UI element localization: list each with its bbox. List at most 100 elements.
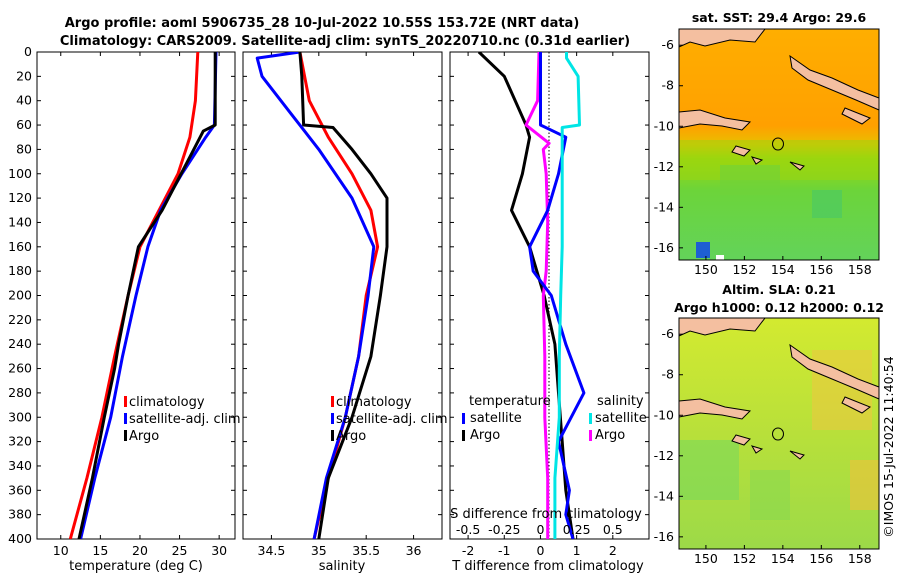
imos-watermark: ©IMOS 15-Jul-2022 11:40:54 xyxy=(881,356,896,537)
s-diff-tick-labels: -0.5 -0.25 0 0.25 0.5 xyxy=(456,522,623,537)
satellite-adj-clim-line xyxy=(79,52,218,539)
y-tick-label: 140 xyxy=(8,214,32,229)
island-land xyxy=(841,107,872,125)
t-argo-satellite-line xyxy=(528,52,586,539)
y-tick-label: 380 xyxy=(8,507,32,522)
x-tick-label: -1 xyxy=(498,543,510,558)
y-tick-label: 180 xyxy=(8,263,32,278)
louisiade-islands xyxy=(731,434,805,460)
t-diff-x-label: T difference from climatology xyxy=(451,559,644,574)
salinity-y-tickmarks xyxy=(243,51,442,540)
map-y-tick-label: -8 xyxy=(662,78,675,93)
map-y-tick-label: -14 xyxy=(654,488,674,503)
y-tick-label: 280 xyxy=(8,385,32,400)
legend-argo-label: Argo xyxy=(129,429,159,444)
s-tick-label: -0.5 xyxy=(456,522,480,537)
sla-low-patch xyxy=(679,440,739,500)
t-diff-x-ticks: -2 -1 0 1 2 xyxy=(462,52,617,558)
figure-title-line1: Argo profile: aoml 5906735_28 10-Jul-202… xyxy=(65,16,580,31)
sla-low-patch xyxy=(750,470,790,520)
sst-map-title: sat. SST: 29.4 Argo: 29.6 xyxy=(692,10,867,25)
legend-t-satellite-label: satellite xyxy=(470,411,522,426)
louisiade-islands xyxy=(731,145,805,171)
sla-map-x-ticks: 150 152 154 156 158 xyxy=(694,545,872,566)
new-ireland-land xyxy=(678,28,767,48)
map-y-tick-label: -16 xyxy=(654,529,674,544)
legend-salinity-header: salinity xyxy=(597,394,644,409)
legend-climatology-label: climatology xyxy=(129,395,205,410)
y-tick-label: 20 xyxy=(16,68,32,83)
map-y-tick-label: -8 xyxy=(662,367,675,382)
legend-argo-label: Argo xyxy=(336,429,366,444)
new-guinea-land xyxy=(678,109,752,131)
sla-high-patch xyxy=(850,460,879,510)
map-y-tick-label: -16 xyxy=(654,240,674,255)
argo-float-marker xyxy=(772,137,784,151)
map-y-tick-label: -10 xyxy=(654,118,674,133)
temperature-panel: 10 15 20 25 30 0 20 40 60 80 100 120 140 160 180 200 22… xyxy=(8,44,240,574)
legend-temperature-header: temperature xyxy=(469,394,551,409)
map-x-tick-label: 150 xyxy=(694,262,718,277)
s-diff-axis-label: S difference from climatology xyxy=(450,507,642,522)
x-tick-label: 34.5 xyxy=(258,543,286,558)
sst-map-frame xyxy=(678,28,880,261)
s-tick-label: -0.25 xyxy=(488,522,520,537)
y-tick-label: 0 xyxy=(24,44,32,59)
argo-line xyxy=(77,52,217,539)
map-y-tick-label: -6 xyxy=(662,326,675,341)
salinity-panel: 34.5 35 35.5 36 salinity climatology satell… xyxy=(242,51,448,574)
y-tick-label: 240 xyxy=(8,336,32,351)
sst-cool-patch xyxy=(812,190,842,218)
difference-lines xyxy=(477,52,586,539)
map-x-tick-label: 150 xyxy=(694,551,718,566)
legend-argo-swatch xyxy=(124,430,127,441)
y-tick-label: 200 xyxy=(8,288,32,303)
x-tick-label: 15 xyxy=(92,543,108,558)
y-tick-label: 220 xyxy=(8,312,32,327)
sst-missing-patch xyxy=(716,255,724,260)
y-tick-label: 120 xyxy=(8,190,32,205)
legend-satellite-label: satellite-adj. clim xyxy=(336,412,448,427)
sla-map-title-line1: Altim. SLA: 0.21 xyxy=(722,282,835,297)
x-tick-label: 35 xyxy=(311,543,327,558)
map-y-tick-label: -12 xyxy=(654,448,674,463)
legend-climatology-label: climatology xyxy=(336,395,412,410)
temperature-legend: climatology satellite-adj. clim Argo xyxy=(124,395,241,444)
y-tick-label: 360 xyxy=(8,482,32,497)
map-x-tick-label: 156 xyxy=(809,551,833,566)
sla-map: Altim. SLA: 0.21 Argo h1000: 0.12 h2000:… xyxy=(654,282,884,566)
legend-s-argo-swatch xyxy=(589,430,592,441)
x-tick-label: 20 xyxy=(132,543,148,558)
y-tick-label: 60 xyxy=(16,117,32,132)
sla-map-title-line2: Argo h1000: 0.12 h2000: 0.12 xyxy=(674,300,884,315)
y-tick-label: 340 xyxy=(8,458,32,473)
argo-float-marker xyxy=(772,427,784,441)
sst-map: sat. SST: 29.4 Argo: 29.6 150 152 154 156 15… xyxy=(654,10,880,277)
map-x-tick-label: 156 xyxy=(809,262,833,277)
salinity-lines xyxy=(255,52,389,539)
map-x-tick-label: 158 xyxy=(848,262,872,277)
legend-climatology-swatch xyxy=(124,396,127,407)
x-tick-label: -2 xyxy=(462,543,474,558)
map-x-tick-label: 154 xyxy=(771,262,795,277)
legend-argo-swatch xyxy=(331,430,334,441)
legend-climatology-swatch xyxy=(331,396,334,407)
x-tick-label: 30 xyxy=(211,543,227,558)
s-tick-label: 0 xyxy=(536,522,544,537)
map-x-tick-label: 152 xyxy=(732,262,756,277)
legend-s-satellite-label: satellite xyxy=(595,411,647,426)
sst-map-x-ticks: 150 152 154 156 158 xyxy=(694,256,872,277)
y-tick-label: 320 xyxy=(8,434,32,449)
legend-satellite-label: satellite-adj. clim xyxy=(129,412,241,427)
legend-satellite-swatch xyxy=(124,413,127,424)
figure-title-line2: Climatology: CARS2009. Satellite-adj cli… xyxy=(60,34,630,49)
map-x-tick-label: 158 xyxy=(848,551,872,566)
x-tick-label: 35.5 xyxy=(352,543,380,558)
s-tick-label: 0.25 xyxy=(563,522,591,537)
new-guinea-land xyxy=(678,398,752,420)
map-y-tick-label: -6 xyxy=(662,37,675,52)
temperature-x-ticks: 10 15 20 25 30 xyxy=(53,52,227,558)
legend-t-argo-swatch xyxy=(462,430,465,441)
y-tick-label: 80 xyxy=(16,141,32,156)
